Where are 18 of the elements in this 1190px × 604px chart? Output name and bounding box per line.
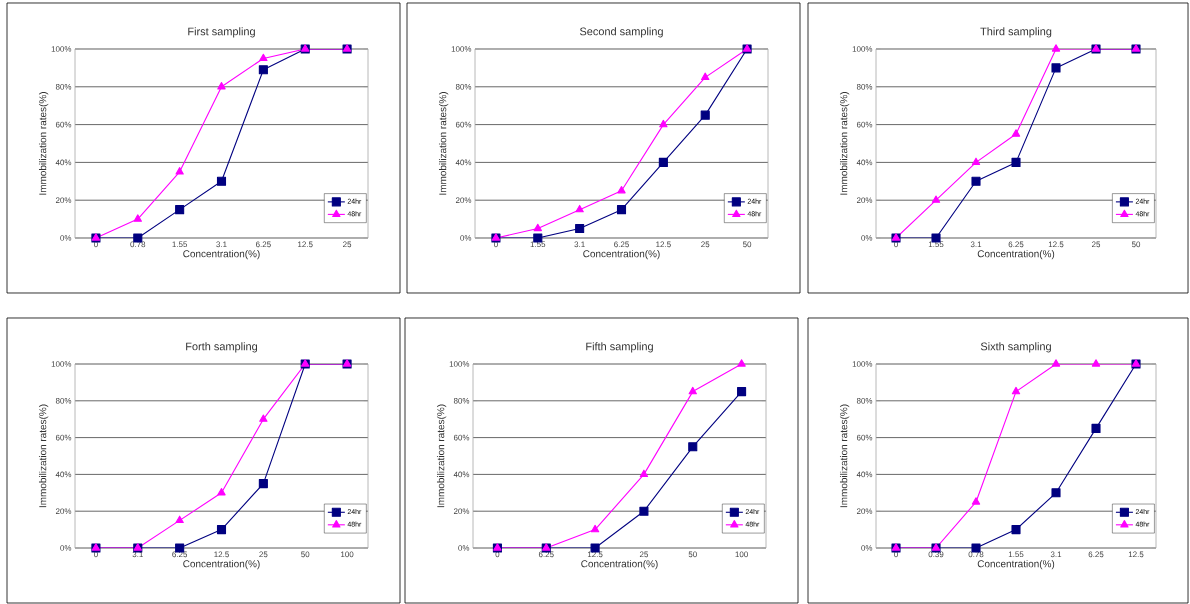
x-axis-title: Concentration(%) [183,250,260,260]
x-axis-title: Concentration(%) [183,560,260,570]
y-axis-title: Immobilization rates(%) [436,404,447,508]
x-axis-title: Concentration(%) [977,560,1055,570]
x-axis-title: Concentration(%) [583,250,660,260]
x-axis-title: Concentration(%) [581,560,658,570]
chart-title: First sampling [188,27,255,38]
x-axis-title: Concentration(%) [977,250,1055,260]
y-axis-title: Immobilization rates(%) [38,404,49,508]
chart-title: Third sampling [980,27,1052,38]
y-axis-title: Immobilization rates(%) [38,92,49,195]
chart-title: Forth sampling [186,342,258,353]
chart-title: Fifth sampling [586,342,653,353]
y-axis-title: Immobilization rates(%) [839,404,850,508]
y-axis-title: Immobilization rates(%) [438,92,449,195]
chart-title: Second sampling [579,27,663,38]
chart-title: Sixth sampling [980,342,1051,353]
y-axis-title: Immobilization rates(%) [839,92,850,195]
